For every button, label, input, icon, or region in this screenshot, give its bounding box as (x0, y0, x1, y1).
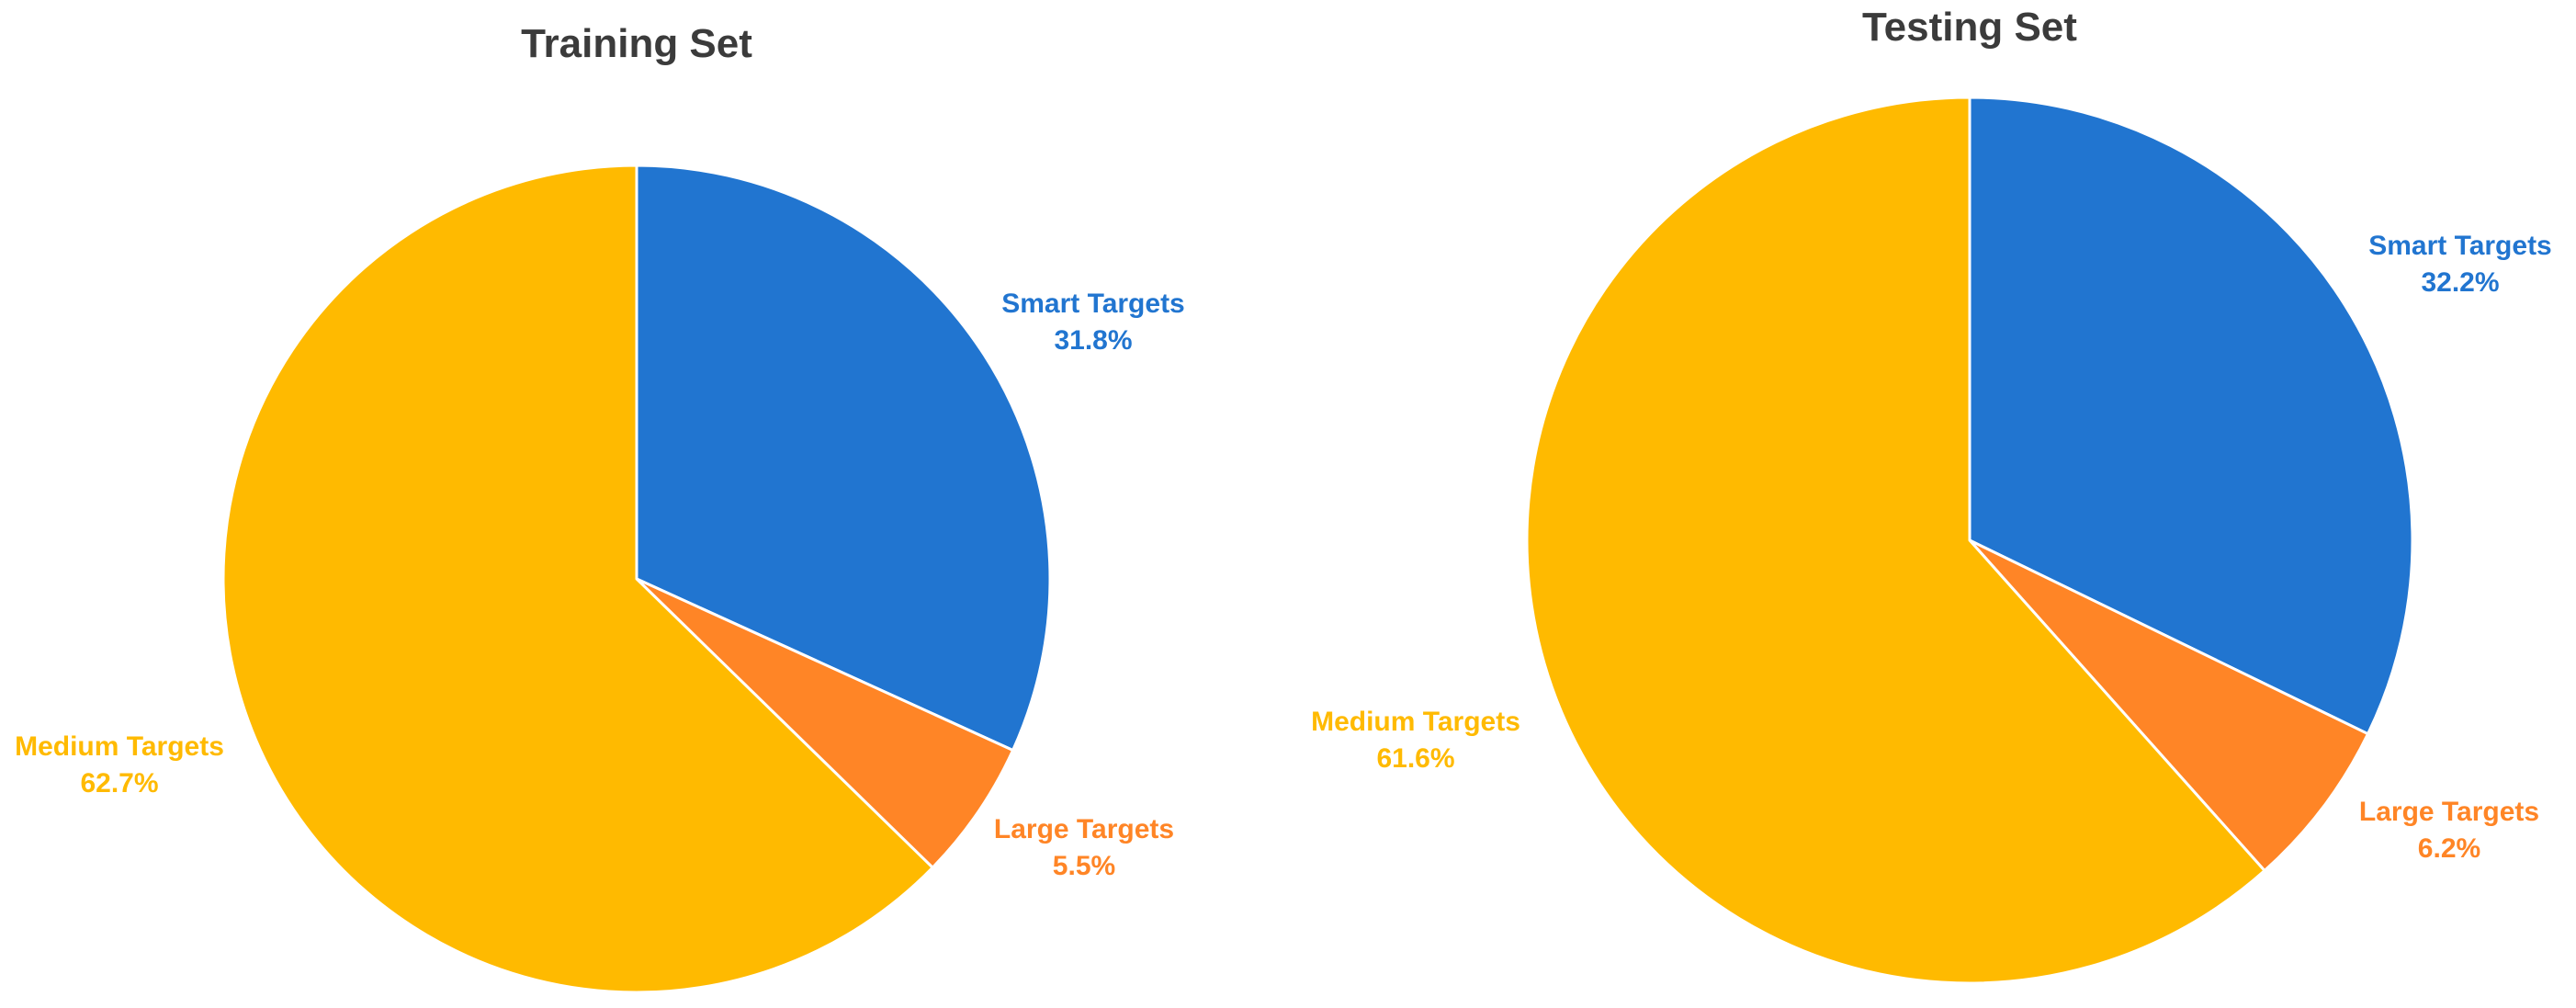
testing-labels: Smart Targets 32.2% Large Targets 6.2% Mediu… (1311, 231, 2552, 864)
training-label-medium-targets: Medium Targets 62.7% (15, 731, 224, 798)
testing-slice-smart-targets (1968, 96, 2414, 736)
training-label-large-targets: Large Targets 5.5% (994, 814, 1174, 881)
testing-label-percent: 6.2% (2418, 833, 2480, 864)
testing-slice-large-targets (1968, 538, 2370, 873)
testing-slices (1525, 96, 2414, 985)
training-label-percent: 62.7% (80, 768, 158, 798)
training-label-percent: 5.5% (1053, 851, 1115, 881)
training-label-name: Medium Targets (15, 731, 224, 762)
training-labels: Smart Targets 31.8% Large Targets 5.5% Mediu… (15, 289, 1185, 881)
testing-label-name: Medium Targets (1311, 707, 1520, 737)
testing-slice-medium-targets (1525, 96, 2266, 985)
testing-pie-chart: Testing Set Smart Targets 32.2% Large Targ… (1311, 5, 2552, 985)
testing-label-percent: 61.6% (1376, 743, 1454, 774)
training-label-name: Large Targets (994, 814, 1174, 844)
training-chart-title: Training Set (521, 21, 752, 66)
testing-label-percent: 32.2% (2421, 267, 2499, 298)
training-slices (221, 164, 1052, 994)
testing-label-large-targets: Large Targets 6.2% (2359, 797, 2539, 864)
testing-chart-title: Testing Set (1862, 5, 2077, 50)
training-label-smart-targets: Smart Targets 31.8% (1001, 289, 1185, 356)
testing-label-medium-targets: Medium Targets 61.6% (1311, 707, 1520, 774)
training-slice-large-targets (635, 577, 1015, 869)
training-label-percent: 31.8% (1054, 325, 1132, 356)
training-pie-chart: Training Set Smart Targets 31.8% Large Tar… (15, 21, 1185, 994)
training-slice-smart-targets (635, 164, 1052, 752)
training-label-name: Smart Targets (1001, 289, 1185, 319)
testing-label-name: Smart Targets (2368, 231, 2552, 261)
testing-label-smart-targets: Smart Targets 32.2% (2368, 231, 2552, 298)
training-slice-medium-targets (221, 164, 934, 994)
testing-label-name: Large Targets (2359, 797, 2539, 827)
